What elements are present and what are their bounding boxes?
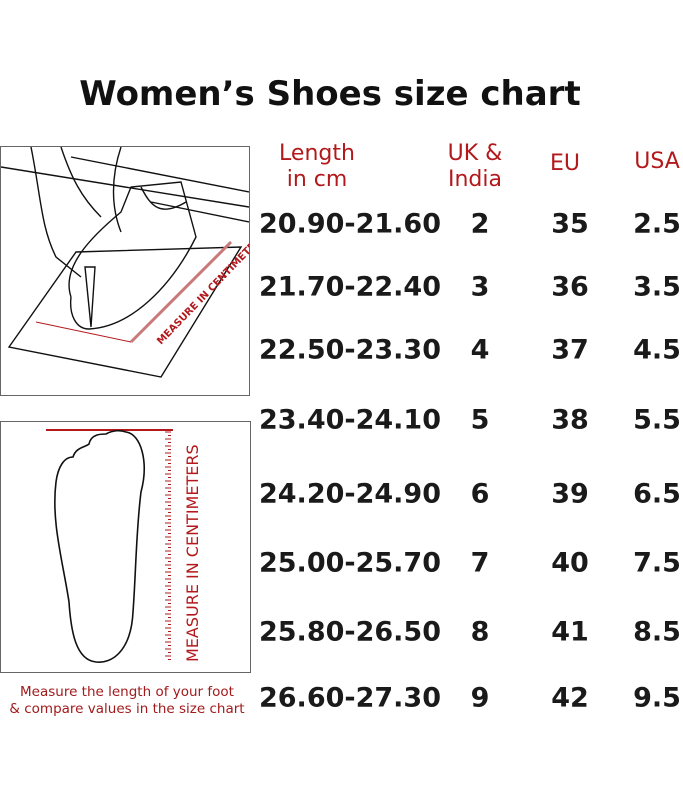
cell-uk: 8 bbox=[470, 616, 490, 648]
foot-tracing-illustration: MEASURE IN CENTIMETERS bbox=[0, 146, 269, 396]
cell-uk: 5 bbox=[470, 404, 490, 436]
cell-usa: 6.5 bbox=[633, 478, 681, 510]
header-usa: USA bbox=[634, 149, 680, 174]
page-title: Women’s Shoes size chart bbox=[79, 74, 581, 114]
cell-uk: 6 bbox=[470, 478, 490, 510]
header-uk-line1: UK & bbox=[447, 141, 503, 166]
cell-usa: 4.5 bbox=[633, 334, 681, 366]
cell-length: 25.00-25.70 bbox=[258, 547, 441, 579]
cell-usa: 3.5 bbox=[633, 271, 681, 303]
header-length-line1: Length bbox=[279, 141, 355, 166]
cell-uk: 4 bbox=[470, 334, 490, 366]
cell-length: 20.90-21.60 bbox=[258, 208, 441, 240]
cell-eu: 38 bbox=[551, 404, 589, 436]
cell-usa: 2.5 bbox=[633, 208, 681, 240]
instruction-caption: Measure the length of your foot & compar… bbox=[4, 684, 250, 718]
foot-outline-image: MEASURE IN CENTIMETERS bbox=[46, 429, 202, 663]
cell-uk: 3 bbox=[470, 271, 490, 303]
header-length: Length in cm bbox=[262, 141, 372, 193]
cell-eu: 41 bbox=[551, 616, 589, 648]
cell-uk: 9 bbox=[470, 682, 490, 714]
header-length-line2: in cm bbox=[286, 167, 348, 192]
cell-eu: 37 bbox=[551, 334, 589, 366]
caption-line1: Measure the length of your foot bbox=[20, 684, 234, 700]
cell-length: 21.70-22.40 bbox=[258, 271, 441, 303]
cell-usa: 5.5 bbox=[633, 404, 681, 436]
cell-eu: 36 bbox=[551, 271, 589, 303]
cell-uk: 2 bbox=[470, 208, 490, 240]
header-eu: EU bbox=[549, 151, 580, 176]
foot-outline-illustration: MEASURE IN CENTIMETERS bbox=[0, 421, 251, 673]
header-uk-india: UK & India bbox=[430, 141, 520, 193]
cell-eu: 40 bbox=[551, 547, 589, 579]
cell-eu: 42 bbox=[551, 682, 589, 714]
cell-usa: 8.5 bbox=[633, 616, 681, 648]
hand-tracing-foot-image: MEASURE IN CENTIMETERS bbox=[0, 146, 269, 378]
cell-length: 26.60-27.30 bbox=[258, 682, 441, 714]
cell-length: 24.20-24.90 bbox=[258, 478, 441, 510]
cell-uk: 7 bbox=[470, 547, 490, 579]
cell-usa: 7.5 bbox=[633, 547, 681, 579]
cell-usa: 9.5 bbox=[633, 682, 681, 714]
cell-length: 22.50-23.30 bbox=[258, 334, 441, 366]
cell-length: 23.40-24.10 bbox=[258, 404, 441, 436]
caption-line2: & compare values in the size chart bbox=[9, 701, 245, 717]
ruler-label-bottom: MEASURE IN CENTIMETERS bbox=[183, 444, 202, 662]
cell-eu: 35 bbox=[551, 208, 589, 240]
cell-length: 25.80-26.50 bbox=[258, 616, 441, 648]
cell-eu: 39 bbox=[551, 478, 589, 510]
header-uk-line2: India bbox=[448, 167, 502, 192]
